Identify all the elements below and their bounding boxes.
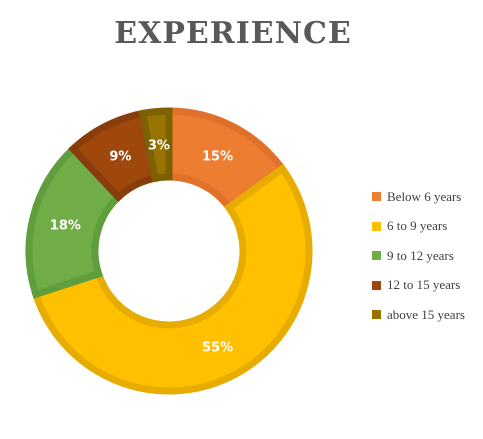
legend-label: Below 6 years: [387, 188, 462, 204]
data-label-above-15-years: 3%: [148, 138, 170, 153]
legend-item-9-to-12-years: 9 to 12 years: [372, 241, 465, 271]
legend-label: 12 to 15 years: [387, 277, 461, 293]
data-label-below-6-years: 15%: [202, 150, 233, 165]
legend-swatch: [372, 280, 381, 290]
data-label-9-to-12-years: 18%: [50, 218, 81, 233]
slice-6-to-9-years: [31, 163, 313, 395]
data-label-6-to-9-years: 55%: [202, 340, 233, 355]
chart-legend: Below 6 years 6 to 9 years 9 to 12 years 12…: [372, 182, 465, 330]
chart-title: EXPERIENCE: [114, 16, 352, 51]
legend-label: 6 to 9 years: [387, 218, 448, 234]
legend-item-6-to-9-years: 6 to 9 years: [372, 212, 465, 242]
legend-swatch: [372, 251, 381, 261]
legend-item-below-6-years: Below 6 years: [372, 182, 465, 212]
legend-label: 9 to 12 years: [387, 247, 454, 263]
legend-item-12-to-15-years: 12 to 15 years: [372, 271, 465, 301]
slice-labels: 15% 55% 18% 9% 3%: [50, 138, 233, 355]
slice-above-15-years: [138, 107, 173, 183]
data-label-12-to-15-years: 9%: [109, 150, 131, 165]
legend-item-above-15-years: above 15 years: [372, 300, 465, 330]
legend-swatch: [372, 192, 381, 202]
legend-swatch: [372, 221, 381, 231]
legend-label: above 15 years: [387, 306, 465, 322]
slice-9-to-12-years: [25, 143, 124, 299]
legend-swatch: [372, 310, 381, 320]
donut-slices: [25, 107, 313, 395]
